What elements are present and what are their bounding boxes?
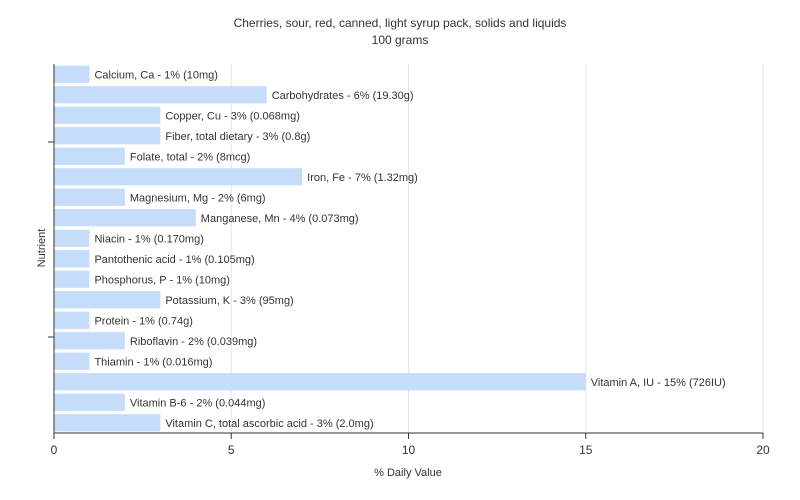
- bar-label: Fiber, total dietary - 3% (0.8g): [165, 131, 310, 143]
- bar-label: Niacin - 1% (0.170mg): [94, 233, 203, 245]
- bar-label: Calcium, Ca - 1% (10mg): [94, 69, 217, 81]
- bar: [54, 373, 586, 391]
- x-tick-label: 10: [402, 443, 416, 457]
- bar: [54, 147, 125, 165]
- bar: [54, 188, 125, 206]
- bar-label: Vitamin A, IU - 15% (726IU): [591, 377, 726, 389]
- bar: [54, 86, 267, 104]
- bar-label: Potassium, K - 3% (95mg): [165, 295, 293, 307]
- bar-label: Protein - 1% (0.74g): [94, 315, 192, 327]
- bar-label: Copper, Cu - 3% (0.068mg): [165, 110, 300, 122]
- bar-label: Vitamin C, total ascorbic acid - 3% (2.0…: [165, 418, 373, 430]
- x-tick-label: 5: [228, 443, 235, 457]
- bars: Calcium, Ca - 1% (10mg) Carbohydrates - 6…: [54, 65, 726, 432]
- bar: [54, 65, 90, 83]
- bar: [54, 414, 161, 432]
- bar: [54, 270, 90, 288]
- bar: [54, 332, 125, 350]
- bar: [54, 168, 303, 186]
- bar-label: Manganese, Mn - 4% (0.073mg): [201, 213, 359, 225]
- y-axis-label: Nutrient: [36, 229, 48, 268]
- bar: [54, 127, 161, 145]
- bar-label: Thiamin - 1% (0.016mg): [94, 356, 212, 368]
- bar: [54, 291, 161, 309]
- x-tick-label: 20: [756, 443, 770, 457]
- grid-lines: [230, 64, 764, 433]
- bar-label: Carbohydrates - 6% (19.30g): [272, 90, 414, 102]
- bar-label: Vitamin B-6 - 2% (0.044mg): [130, 397, 266, 409]
- bar-label: Pantothenic acid - 1% (0.105mg): [94, 254, 254, 266]
- bar-label: Folate, total - 2% (8mcg): [130, 151, 250, 163]
- x-tick-label: 15: [579, 443, 593, 457]
- bar-label: Iron, Fe - 7% (1.32mg): [307, 172, 418, 184]
- chart-subtitle: 100 grams: [372, 33, 429, 47]
- chart-title: Cherries, sour, red, canned, light syrup…: [234, 16, 567, 30]
- bar: [54, 229, 90, 247]
- bar-label: Riboflavin - 2% (0.039mg): [130, 336, 257, 348]
- bar: [54, 352, 90, 370]
- bar: [54, 250, 90, 268]
- bar: [54, 106, 161, 124]
- bar-label: Magnesium, Mg - 2% (6mg): [130, 192, 266, 204]
- bar: [54, 209, 196, 227]
- bar: [54, 311, 90, 329]
- x-tick-label: 0: [51, 443, 58, 457]
- bar-label: Phosphorus, P - 1% (10mg): [94, 274, 230, 286]
- bar: [54, 393, 125, 411]
- x-axis-label: % Daily Value: [374, 467, 442, 479]
- x-axis-ticks: 0 5 10 15 20: [51, 433, 770, 457]
